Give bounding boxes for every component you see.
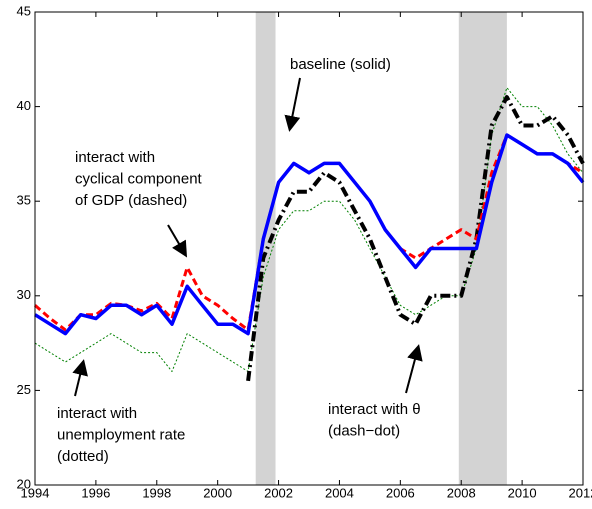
y-tick-label: 45	[17, 3, 31, 18]
annotation-arrow	[167, 224, 188, 258]
series-line	[34, 133, 585, 336]
annotation-text: interact with	[75, 149, 155, 166]
y-tick-label: 30	[17, 287, 31, 302]
annotation-text: (dash−dot)	[328, 422, 400, 439]
plot-frame	[34, 11, 584, 486]
x-tick-label: 2002	[264, 485, 293, 500]
x-tick-label: 2006	[386, 485, 415, 500]
x-tick-label: 1996	[81, 485, 110, 500]
annotation-arrow	[284, 77, 301, 132]
annotation-text: interact with θ	[328, 401, 421, 418]
annotation-text: (dotted)	[57, 448, 109, 465]
x-tick-label: 2004	[325, 485, 354, 500]
x-tick-label: 2008	[447, 485, 476, 500]
annotation-text: baseline (solid)	[290, 56, 391, 73]
y-tick-label: 25	[17, 382, 31, 397]
recession-band	[255, 12, 276, 485]
annotation-text: unemployment rate	[57, 426, 185, 443]
x-tick-label: 2000	[203, 485, 232, 500]
annotation-text: interact with	[57, 405, 137, 422]
y-tick-label: 35	[17, 193, 31, 208]
annotation-arrow	[405, 344, 423, 394]
y-tick-label: 20	[17, 476, 31, 491]
x-tick-label: 2010	[508, 485, 537, 500]
x-tick-label: 1998	[142, 485, 171, 500]
x-tick-label: 1994	[21, 485, 50, 500]
annotation-text: cyclical component	[75, 170, 203, 187]
annotation-text: of GDP (dashed)	[75, 192, 187, 209]
series-line	[246, 95, 585, 382]
x-tick-label: 2012	[569, 485, 592, 500]
annotation-arrow	[72, 359, 88, 397]
y-tick-label: 40	[17, 98, 31, 113]
